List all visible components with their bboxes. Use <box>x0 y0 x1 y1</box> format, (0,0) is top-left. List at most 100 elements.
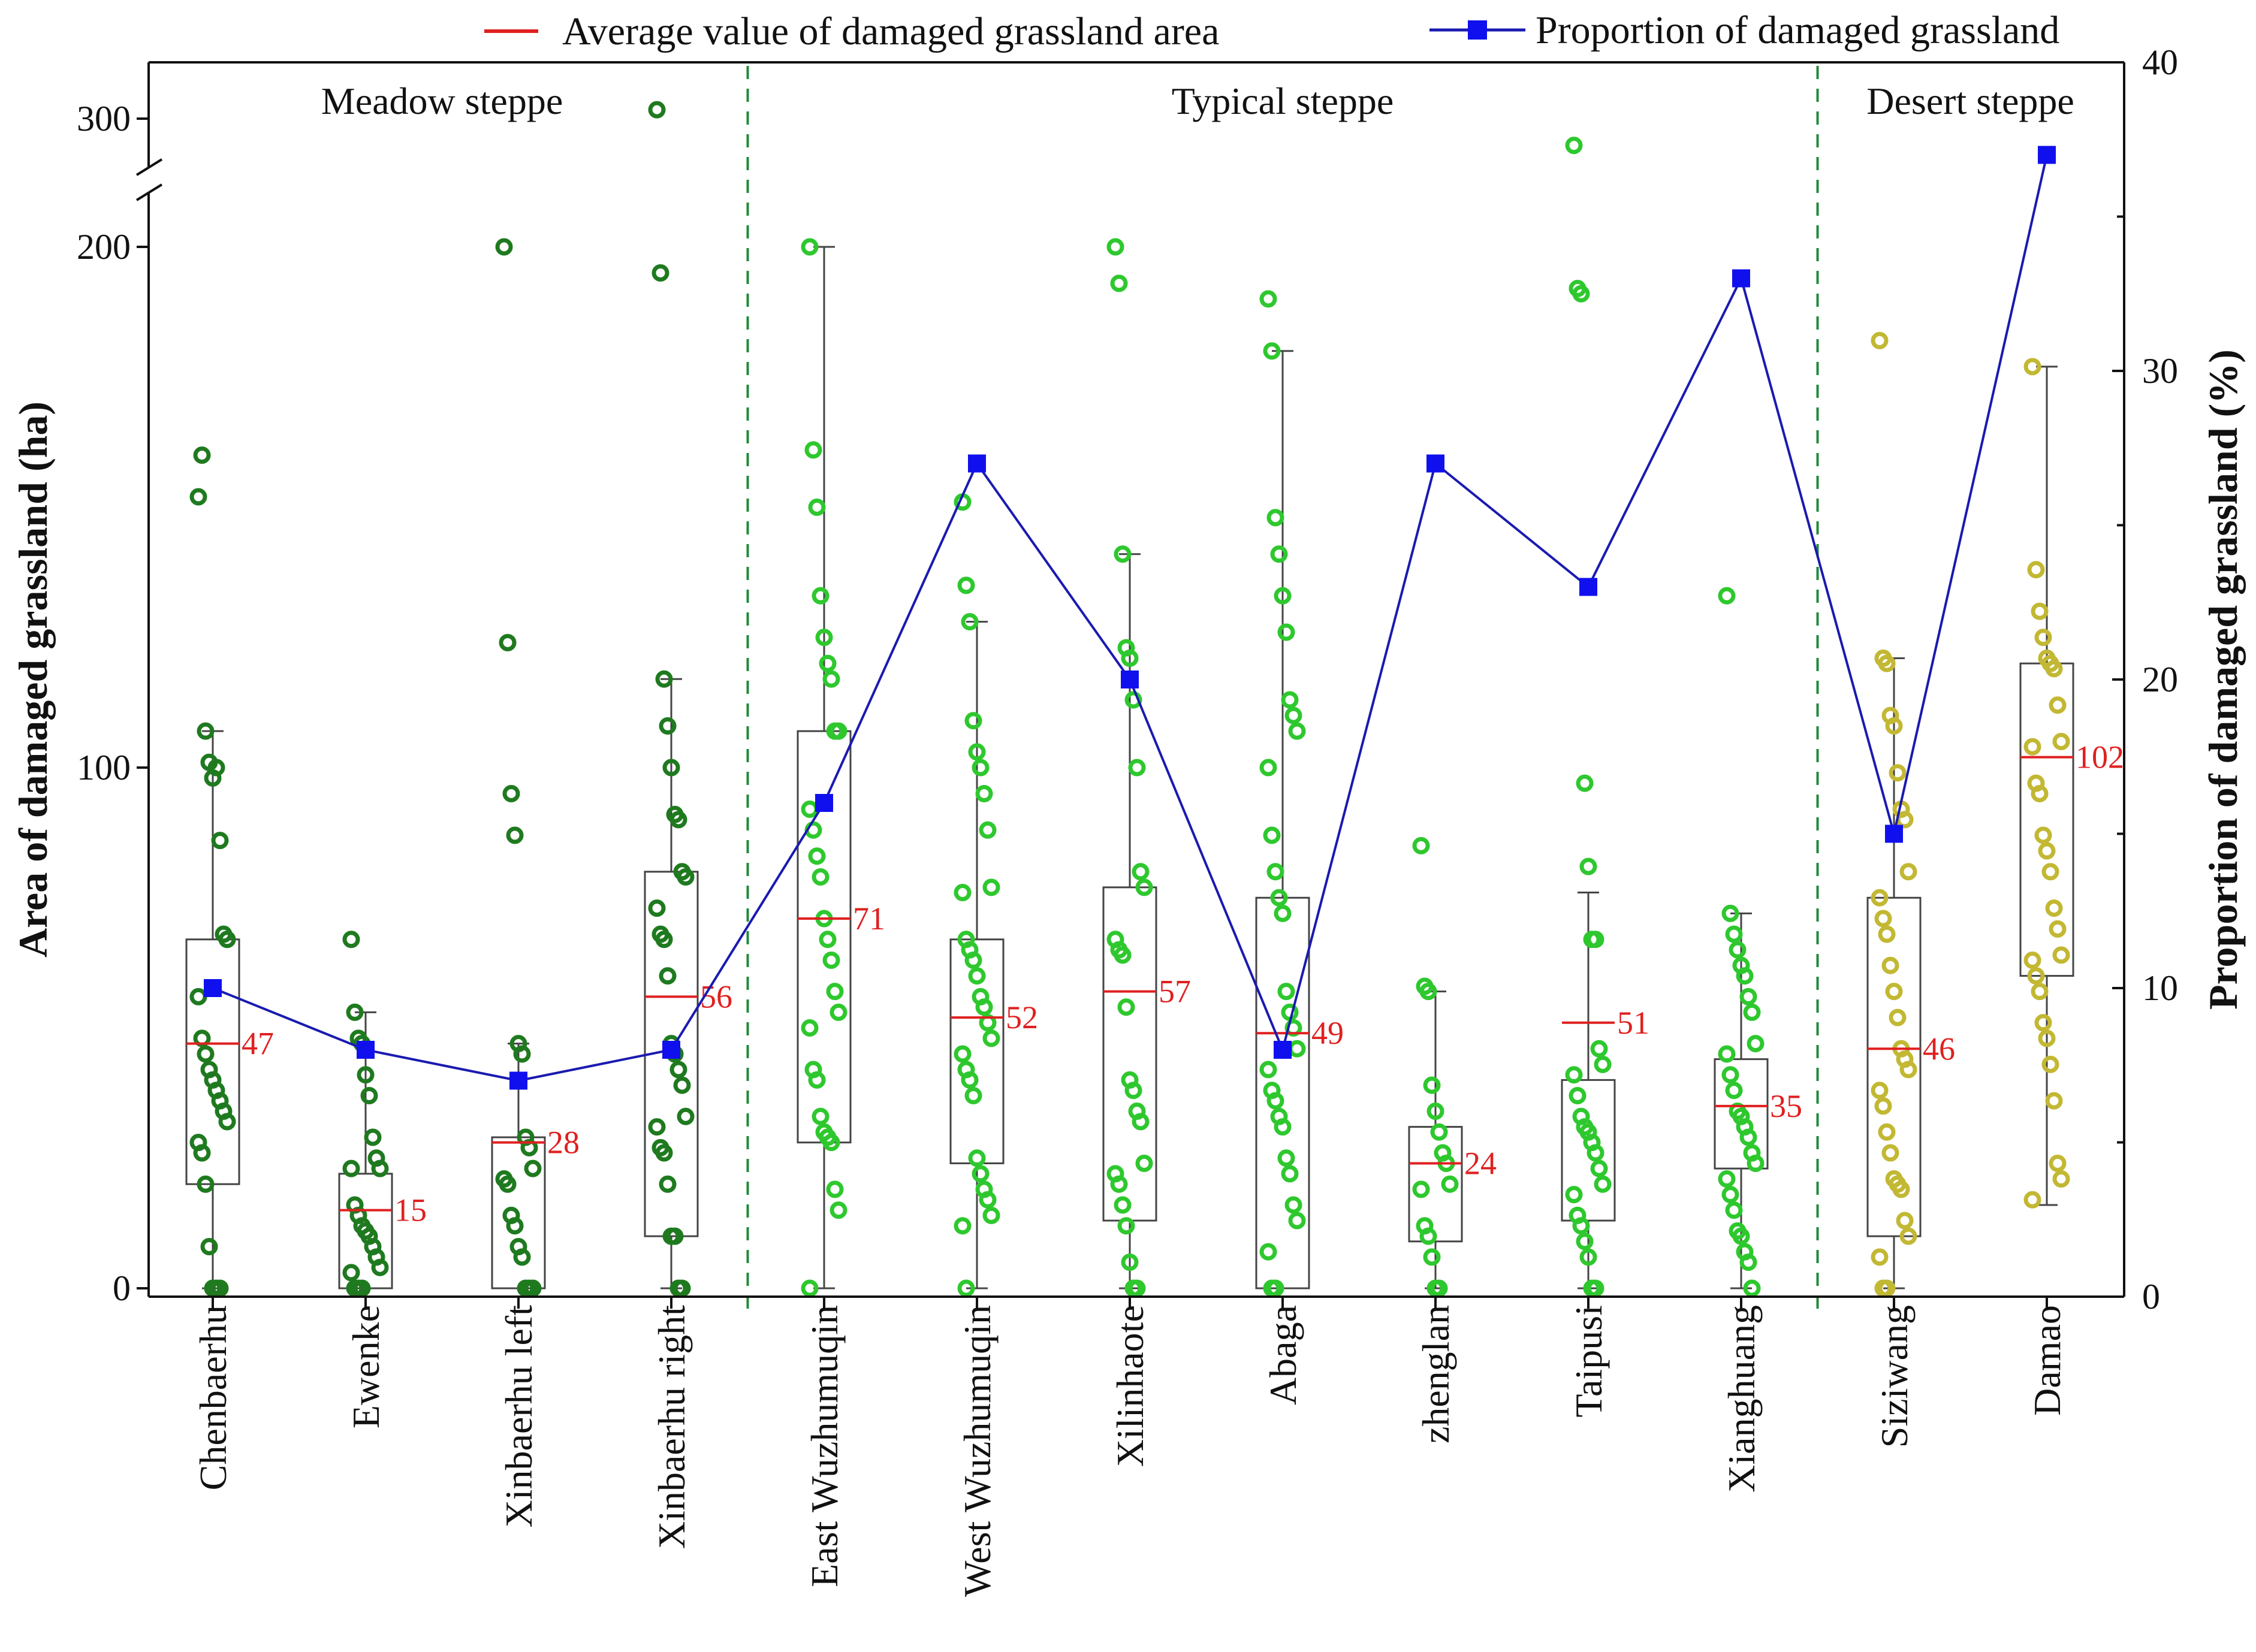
data-point <box>669 811 687 829</box>
data-point <box>371 1159 389 1177</box>
data-point <box>964 712 982 730</box>
data-point <box>2031 784 2049 802</box>
data-point <box>1874 1097 1892 1115</box>
data-point <box>1565 1066 1583 1084</box>
data-point <box>1135 1154 1153 1172</box>
data-point <box>662 759 680 777</box>
data-point <box>1885 983 1903 1001</box>
data-point <box>193 1029 211 1047</box>
data-point <box>1874 910 1892 928</box>
data-point <box>964 1086 982 1104</box>
data-point <box>1878 1123 1896 1141</box>
data-point <box>1579 857 1597 875</box>
legend-mean-label: Average value of damaged grassland area <box>562 10 1219 53</box>
data-point <box>1128 1279 1146 1297</box>
mean-label: 49 <box>1311 1015 1344 1051</box>
data-point <box>808 847 826 865</box>
data-point <box>495 238 513 256</box>
y-right-tick-label: 20 <box>2142 660 2178 699</box>
data-point <box>499 1175 517 1193</box>
data-point <box>669 1061 687 1079</box>
data-point <box>1572 1217 1590 1235</box>
data-point <box>1412 836 1430 854</box>
data-point <box>830 1003 847 1021</box>
data-point <box>2049 1154 2067 1172</box>
category-labels: Chenbaerhu Ewenke Xinbaerhu left Xinbaerhu … <box>192 1297 2068 1597</box>
data-point <box>502 784 520 802</box>
proportion-marker <box>1426 454 1444 473</box>
region-label: Typical steppe <box>1172 80 1394 122</box>
data-point <box>1259 1243 1277 1261</box>
data-point <box>1747 1154 1765 1172</box>
data-point <box>1587 931 1604 949</box>
data-point <box>357 1066 375 1084</box>
data-point <box>648 899 666 917</box>
axis-break-mark-upper <box>135 158 163 176</box>
data-point <box>1721 1186 1739 1204</box>
data-point <box>982 878 1000 896</box>
data-point <box>513 1045 531 1063</box>
data-point <box>1739 1254 1757 1272</box>
data-point <box>1274 1118 1292 1136</box>
proportion-marker <box>1274 1041 1292 1059</box>
data-point <box>1266 1279 1284 1297</box>
data-point <box>1736 967 1754 985</box>
data-point <box>346 1003 364 1021</box>
box <box>1561 1079 1616 1222</box>
data-point <box>360 1086 378 1104</box>
left-axis-ticks: 0 100 200 300 <box>77 99 149 1308</box>
data-point <box>2038 1029 2056 1047</box>
data-point <box>1441 1175 1459 1193</box>
data-point <box>826 983 844 1001</box>
data-point <box>1284 1196 1302 1214</box>
data-point <box>830 722 847 740</box>
data-point <box>1288 722 1306 740</box>
data-point <box>197 1045 215 1063</box>
data-point <box>677 1107 695 1125</box>
data-point <box>1259 290 1277 308</box>
data-point <box>1270 545 1288 563</box>
data-point <box>364 1128 382 1146</box>
data-point <box>1423 1076 1441 1094</box>
data-point <box>1871 1082 1889 1100</box>
data-point <box>1277 623 1295 641</box>
data-point <box>520 1138 538 1156</box>
data-point <box>1899 863 1917 881</box>
data-point <box>1871 1248 1889 1266</box>
data-point <box>1277 983 1295 1001</box>
data-point <box>1419 983 1437 1001</box>
category-label: Siziwang <box>1873 1305 1916 1448</box>
y-right-tick-label: 10 <box>2142 968 2178 1008</box>
mean-label: 28 <box>547 1125 580 1161</box>
region-label: Desert steppe <box>1866 80 2074 122</box>
data-point <box>975 998 993 1016</box>
data-point <box>2038 842 2056 860</box>
data-point <box>1114 1196 1132 1214</box>
data-point <box>1284 1019 1302 1037</box>
data-point <box>826 1180 844 1198</box>
data-point <box>815 629 833 647</box>
data-point <box>982 1206 1000 1224</box>
data-point <box>189 488 207 506</box>
proportion-marker <box>968 454 986 473</box>
data-point <box>207 759 225 777</box>
data-point <box>1124 1082 1142 1100</box>
region-labels: Meadow steppe Typical steppe Desert steppe <box>321 80 2074 122</box>
data-point <box>1569 1086 1587 1104</box>
data-point <box>1419 1227 1437 1245</box>
data-point <box>2027 561 2045 579</box>
data-point <box>1889 764 1907 782</box>
mean-label: 102 <box>2076 739 2124 775</box>
y-left-title: Area of damaged grassland (ha) <box>10 401 56 958</box>
mean-label: 51 <box>1617 1005 1649 1041</box>
mean-label: 47 <box>242 1026 274 1062</box>
data-point <box>2045 660 2063 678</box>
data-point <box>961 1071 979 1089</box>
data-point <box>1288 1212 1306 1230</box>
data-point <box>1274 587 1292 605</box>
mean-label: 35 <box>1770 1088 1802 1124</box>
proportion-marker <box>2038 146 2056 164</box>
data-point <box>2034 1014 2052 1032</box>
